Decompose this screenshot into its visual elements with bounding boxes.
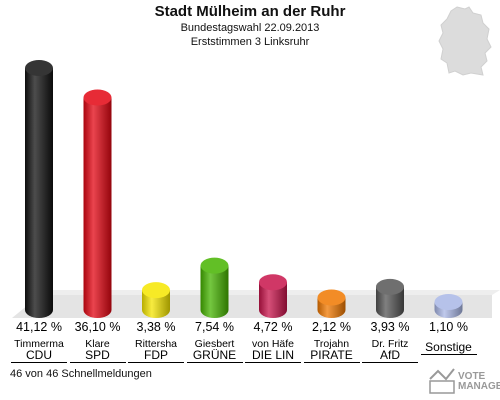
value-label: 3,93 % (370, 320, 410, 334)
chart-title: Stadt Mülheim an der Ruhr (154, 3, 346, 20)
party-label: FDP (128, 349, 184, 363)
candidate-label: Klare (85, 338, 110, 350)
bar-top (83, 89, 112, 106)
bar-top (200, 257, 229, 274)
party-label: PIRATE (303, 349, 360, 363)
bar-top (142, 282, 170, 299)
value-label: 41,12 % (16, 320, 62, 334)
bar-die-linke (259, 274, 287, 318)
bar-cdu (25, 60, 53, 318)
party-label: SPD (69, 349, 126, 363)
bar-body (25, 68, 53, 318)
value-label: 1,10 % (429, 320, 468, 334)
value-label: 7,54 % (195, 320, 234, 334)
district-label: Erststimmen 3 Linksruhr (190, 36, 310, 48)
candidate-label: Giesbert (194, 338, 235, 350)
germany-map-icon (435, 5, 493, 82)
bar-top (25, 60, 53, 76)
bar-spd (83, 89, 112, 318)
bar-piraten (317, 289, 346, 318)
footer-status: 46 von 46 Schnellmeldungen (10, 368, 152, 380)
candidate-label: von Häfe (251, 338, 295, 350)
candidate-label: Rittersha (134, 338, 177, 350)
bar-body (200, 265, 229, 318)
party-label: DIE LIN (245, 349, 301, 363)
candidate-label: Dr. Fritz (371, 338, 409, 350)
value-label: 36,10 % (74, 320, 121, 334)
candidate-label: Trojahn (313, 338, 350, 350)
bar-sonstige (434, 294, 463, 318)
party-label: AfD (362, 349, 418, 363)
bar-top (259, 274, 287, 291)
bar-afd (376, 278, 404, 318)
party-label: GRÜNE (186, 349, 243, 363)
candidate-label: Timmerma (14, 338, 64, 350)
bar-fdp (142, 282, 170, 318)
bar-grüne (200, 257, 229, 318)
logo-text: VOTE MANAGER (458, 372, 500, 392)
value-label: 3,38 % (136, 320, 176, 334)
party-label: CDU (11, 349, 67, 363)
bar-body (83, 97, 112, 318)
bar-top (317, 289, 346, 306)
bar-top (376, 278, 404, 295)
chart-subtitle: Bundestagswahl 22.09.2013 (180, 22, 320, 34)
vote-manager-logo (429, 368, 455, 394)
value-label: 2,12 % (312, 320, 351, 334)
party-label: Sonstige (420, 341, 477, 355)
value-label: 4,72 % (253, 320, 293, 334)
floor-shadow (12, 295, 492, 318)
logo-line-2: MANAGER (458, 381, 500, 392)
logo-line-1: VOTE (458, 371, 486, 382)
bar-top (434, 294, 463, 310)
bar-body (376, 286, 404, 318)
bar-body (259, 282, 287, 318)
bar-body (142, 290, 170, 318)
